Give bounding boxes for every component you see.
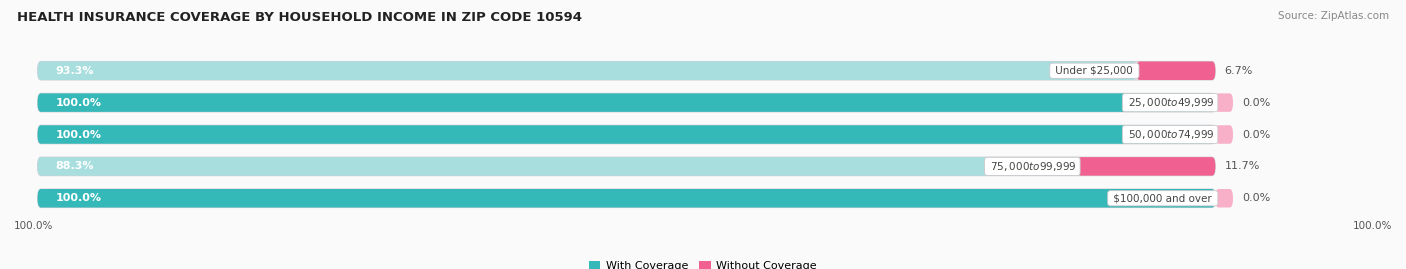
Text: 100.0%: 100.0% [14, 221, 53, 231]
FancyBboxPatch shape [1215, 93, 1233, 112]
Legend: With Coverage, Without Coverage: With Coverage, Without Coverage [585, 256, 821, 269]
Text: 100.0%: 100.0% [55, 98, 101, 108]
FancyBboxPatch shape [38, 93, 1215, 112]
Text: 100.0%: 100.0% [55, 193, 101, 203]
Text: 0.0%: 0.0% [1243, 193, 1271, 203]
Text: 100.0%: 100.0% [55, 129, 101, 140]
FancyBboxPatch shape [38, 62, 1215, 80]
FancyBboxPatch shape [38, 157, 1077, 176]
Text: 0.0%: 0.0% [1243, 129, 1271, 140]
FancyBboxPatch shape [38, 157, 1215, 176]
FancyBboxPatch shape [38, 125, 1215, 144]
Text: $100,000 and over: $100,000 and over [1111, 193, 1215, 203]
Text: Under $25,000: Under $25,000 [1052, 66, 1136, 76]
FancyBboxPatch shape [38, 62, 1136, 80]
FancyBboxPatch shape [38, 93, 1215, 112]
FancyBboxPatch shape [1136, 62, 1215, 80]
Text: 88.3%: 88.3% [55, 161, 94, 171]
Text: 100.0%: 100.0% [1353, 221, 1392, 231]
Text: $25,000 to $49,999: $25,000 to $49,999 [1125, 96, 1215, 109]
Text: 11.7%: 11.7% [1225, 161, 1260, 171]
Text: 93.3%: 93.3% [55, 66, 94, 76]
FancyBboxPatch shape [38, 189, 1215, 207]
Text: HEALTH INSURANCE COVERAGE BY HOUSEHOLD INCOME IN ZIP CODE 10594: HEALTH INSURANCE COVERAGE BY HOUSEHOLD I… [17, 11, 582, 24]
FancyBboxPatch shape [38, 125, 1215, 144]
Text: 0.0%: 0.0% [1243, 98, 1271, 108]
Text: $75,000 to $99,999: $75,000 to $99,999 [987, 160, 1077, 173]
FancyBboxPatch shape [1215, 125, 1233, 144]
FancyBboxPatch shape [1215, 189, 1233, 207]
FancyBboxPatch shape [1077, 157, 1215, 176]
Text: Source: ZipAtlas.com: Source: ZipAtlas.com [1278, 11, 1389, 21]
Text: 6.7%: 6.7% [1225, 66, 1253, 76]
Text: $50,000 to $74,999: $50,000 to $74,999 [1125, 128, 1215, 141]
FancyBboxPatch shape [38, 189, 1215, 207]
